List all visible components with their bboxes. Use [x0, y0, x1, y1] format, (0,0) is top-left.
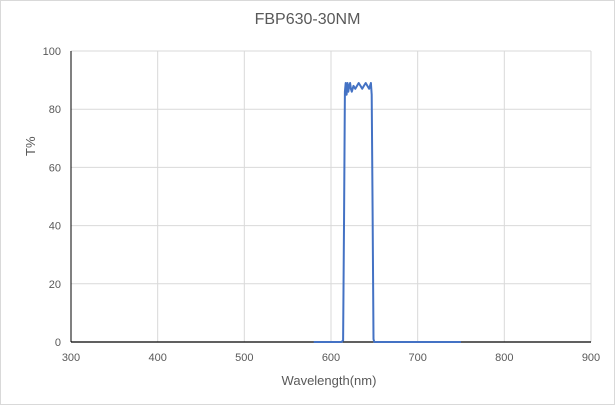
x-tick-label: 800: [495, 352, 513, 364]
y-tick-label: 60: [49, 162, 61, 174]
y-tick-label: 0: [55, 337, 61, 349]
x-tick-label: 500: [235, 352, 253, 364]
x-tick-label: 900: [582, 352, 600, 364]
chart-title: FBP630-30NM: [254, 11, 361, 28]
x-tick-label: 600: [322, 352, 340, 364]
x-tick-label: 400: [148, 352, 166, 364]
x-axis-label: Wavelength(nm): [281, 373, 377, 388]
y-tick-label: 100: [43, 46, 61, 58]
x-tick-label: 300: [62, 352, 80, 364]
transmission-curve: [313, 82, 461, 343]
y-tick-label: 40: [49, 221, 61, 233]
x-tick-label: 700: [408, 352, 426, 364]
y-tick-label: 80: [49, 104, 61, 116]
y-tick-label: 20: [49, 279, 61, 291]
